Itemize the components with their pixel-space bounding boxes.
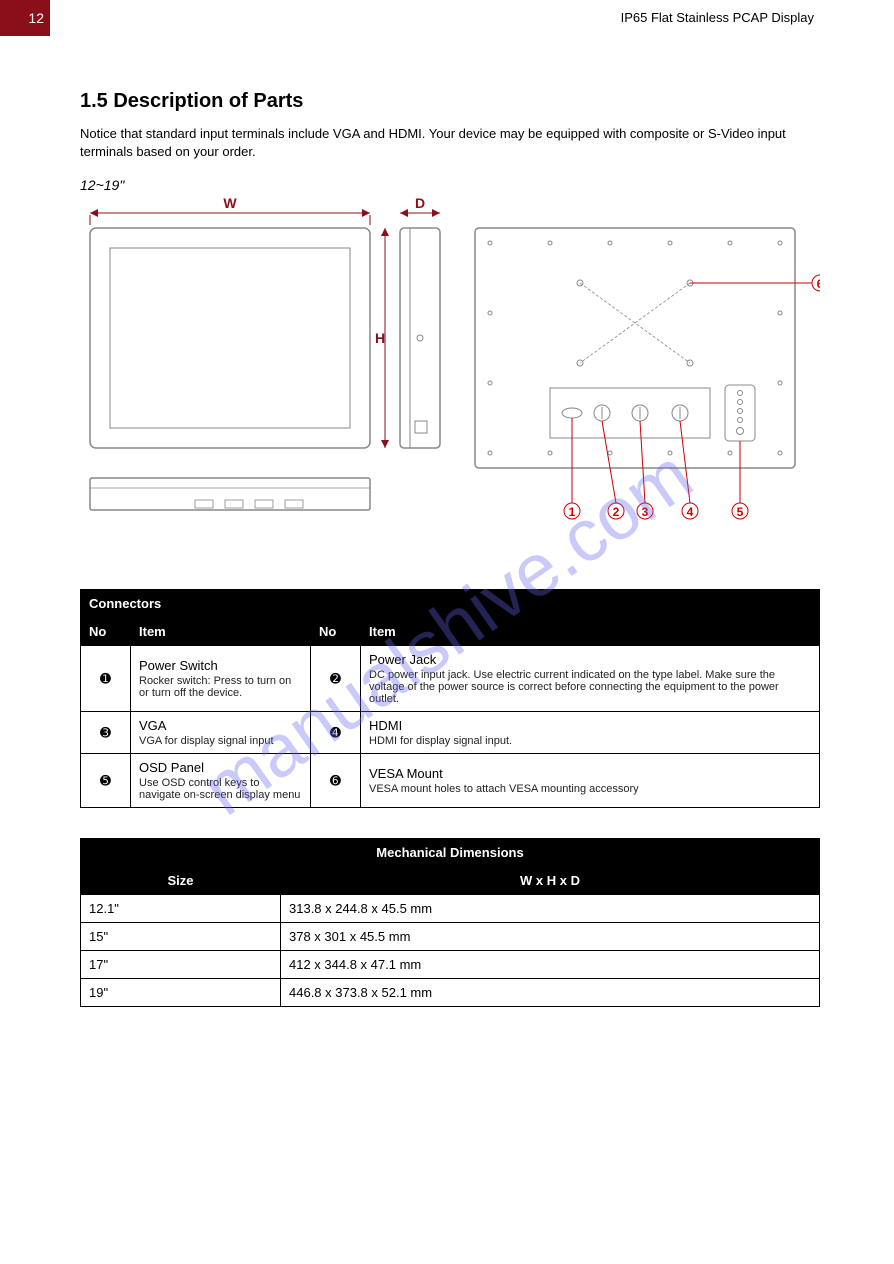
table-row: 15" 378 x 301 x 45.5 mm	[81, 923, 820, 951]
table-row: ➎ OSD Panel Use OSD control keys to navi…	[81, 754, 820, 808]
label-w: W	[223, 195, 237, 211]
svg-text:2: 2	[613, 505, 620, 519]
table-row: 17" 412 x 344.8 x 47.1 mm	[81, 951, 820, 979]
page-header: IP65 Flat Stainless PCAP Display	[621, 10, 814, 25]
cell-size: 17"	[81, 951, 281, 979]
main-content: 1.5 Description of Parts Notice that sta…	[80, 90, 820, 1007]
svg-text:4: 4	[687, 505, 694, 519]
cell-item: Power Jack DC power input jack. Use elec…	[361, 646, 820, 712]
page-number-tab: 12	[0, 0, 50, 36]
dimensions-title: Mechanical Dimensions	[81, 839, 820, 867]
connectors-table: Connectors No Item No Item ➊ Power Switc…	[80, 589, 820, 808]
cell-no: ➎	[81, 754, 131, 808]
side-view: D H	[375, 195, 440, 448]
svg-text:6: 6	[817, 277, 820, 291]
cell-no: ➍	[311, 712, 361, 754]
table-row: 19" 446.8 x 373.8 x 52.1 mm	[81, 979, 820, 1007]
cell-item: HDMI HDMI for display signal input.	[361, 712, 820, 754]
cell-size: 19"	[81, 979, 281, 1007]
section-title: 1.5 Description of Parts	[80, 90, 820, 113]
col-size: Size	[81, 867, 281, 895]
cell-no: ➌	[81, 712, 131, 754]
svg-text:3: 3	[642, 505, 649, 519]
cell-size: 15"	[81, 923, 281, 951]
label-d: D	[415, 195, 425, 211]
cell-dim: 412 x 344.8 x 47.1 mm	[281, 951, 820, 979]
label-h: H	[375, 330, 385, 346]
connectors-title: Connectors	[81, 590, 820, 618]
col-desc: Item	[361, 618, 820, 646]
col-dim: W x H x D	[281, 867, 820, 895]
col-no: No	[81, 618, 131, 646]
cell-item: Power Switch Rocker switch: Press to tur…	[131, 646, 311, 712]
svg-text:5: 5	[737, 505, 744, 519]
dimensions-table: Mechanical Dimensions Size W x H x D 12.…	[80, 838, 820, 1007]
cell-no: ➊	[81, 646, 131, 712]
rear-view: 6 1 2 3 4 5	[475, 228, 820, 519]
svg-text:1: 1	[569, 505, 576, 519]
cell-no: ➋	[311, 646, 361, 712]
subsection-label: 12~19"	[80, 177, 820, 193]
cell-dim: 313.8 x 244.8 x 45.5 mm	[281, 895, 820, 923]
col-item: Item	[131, 618, 311, 646]
cell-item: OSD Panel Use OSD control keys to naviga…	[131, 754, 311, 808]
cell-dim: 446.8 x 373.8 x 52.1 mm	[281, 979, 820, 1007]
cell-size: 12.1"	[81, 895, 281, 923]
technical-diagram: W D H	[80, 193, 820, 573]
col-no2: No	[311, 618, 361, 646]
page-number: 12	[28, 10, 44, 26]
table-row: 12.1" 313.8 x 244.8 x 45.5 mm	[81, 895, 820, 923]
bottom-view	[90, 478, 370, 510]
cell-item: VESA Mount VESA mount holes to attach VE…	[361, 754, 820, 808]
front-view: W	[90, 195, 370, 448]
cell-no: ➏	[311, 754, 361, 808]
section-note: Notice that standard input terminals inc…	[80, 125, 820, 161]
table-row: ➊ Power Switch Rocker switch: Press to t…	[81, 646, 820, 712]
cell-item: VGA VGA for display signal input	[131, 712, 311, 754]
cell-dim: 378 x 301 x 45.5 mm	[281, 923, 820, 951]
table-row: ➌ VGA VGA for display signal input ➍ HDM…	[81, 712, 820, 754]
